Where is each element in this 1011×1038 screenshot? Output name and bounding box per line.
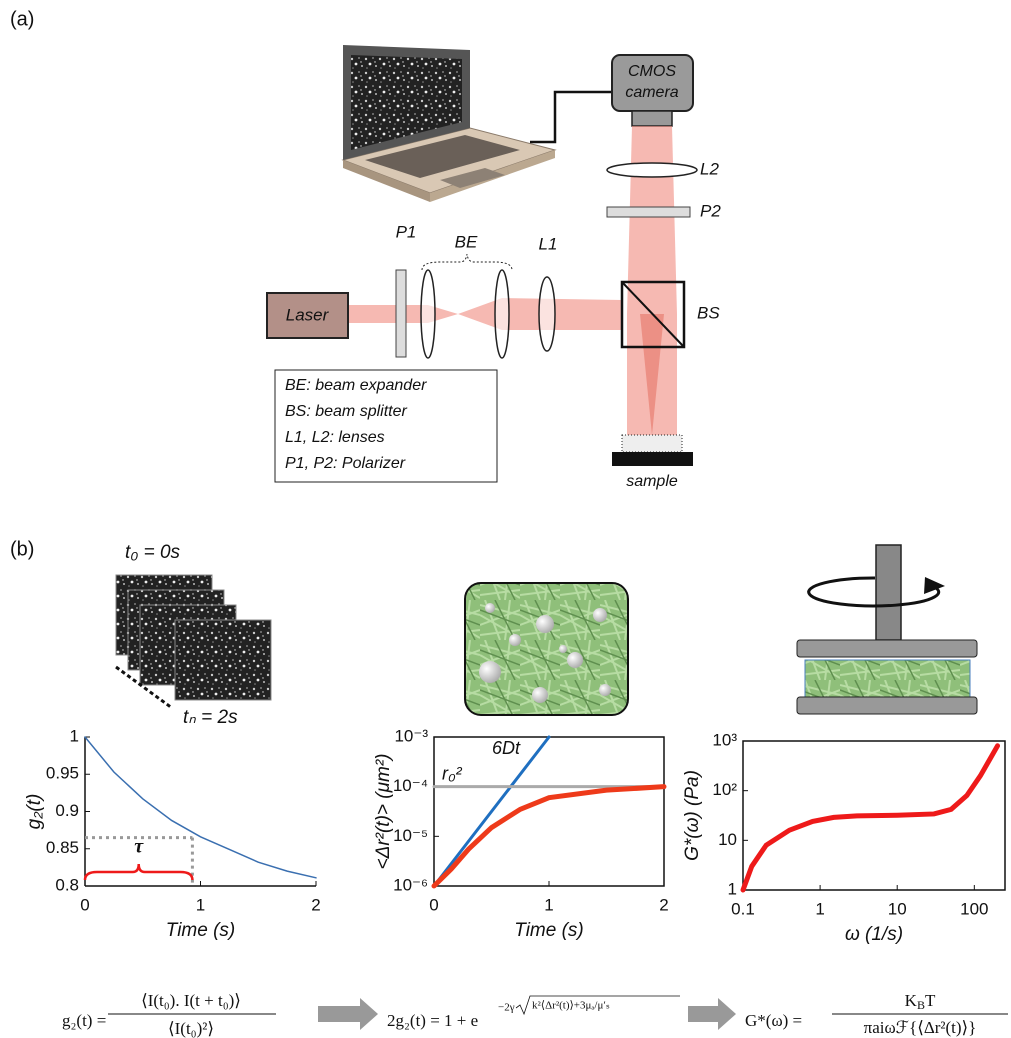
eq-part: B: [917, 998, 925, 1012]
stage: [612, 452, 693, 466]
arrow: [318, 998, 378, 1030]
lens: [421, 270, 435, 358]
x-tick-label: 1: [544, 895, 553, 914]
series-line: [434, 737, 549, 886]
x-tick-label: 1: [815, 899, 824, 918]
y-tick-label: 1: [70, 726, 79, 745]
camera-label: camera: [625, 84, 678, 101]
y-tick-label: 10⁻³: [394, 726, 428, 745]
series-label: r₀²: [442, 763, 463, 783]
equation-exponent: −2γ: [498, 1002, 515, 1014]
y-tick-label: 10²: [712, 780, 737, 799]
equation-denominator: ⟨I(t₀)²⟩: [168, 1019, 214, 1038]
equation: 2g₂(t) = 1 + e: [387, 1011, 478, 1030]
eq-part: K: [905, 991, 918, 1010]
time-label: t₀ = 0s: [125, 542, 181, 563]
legend-entry: P1, P2: Polarizer: [285, 455, 406, 472]
x-tick-label: 2: [311, 895, 320, 914]
equation-numerator: KBT: [905, 991, 936, 1012]
y-axis-label: <Δr²(t)> (μm²): [373, 753, 394, 869]
y-tick-label: 1: [728, 879, 737, 898]
frame: [175, 620, 271, 700]
rotation-arrow: [924, 577, 945, 594]
y-tick-label: 10⁻⁵: [393, 826, 428, 845]
lens: [495, 270, 509, 358]
y-tick-label: 0.9: [55, 801, 79, 820]
series-line: [743, 746, 998, 890]
panel-label: (a): [10, 8, 34, 30]
series-label: 6Dt: [492, 738, 521, 758]
x-tick-label: 0: [429, 895, 438, 914]
label: BS: [697, 303, 720, 322]
eq-part: T: [925, 991, 936, 1010]
legend-entry: L1, L2: lenses: [285, 429, 385, 446]
y-tick-label: 10: [718, 830, 737, 849]
annotation-brace: [85, 864, 192, 880]
camera-lens: [632, 111, 672, 126]
x-tick-label: 100: [960, 899, 988, 918]
equation: g₂(t) =: [62, 1011, 106, 1030]
x-axis-label: ω (1/s): [845, 924, 903, 945]
lens: [539, 277, 555, 351]
legend-entry: BE: beam expander: [285, 377, 427, 394]
series-line: [434, 787, 664, 886]
y-tick-label: 0.8: [55, 875, 79, 894]
y-tick-label: 10⁻⁴: [393, 776, 428, 795]
sample-layer: [805, 660, 970, 697]
plate: [797, 697, 977, 714]
figure: (a) CMOS camera L2 P2 BS Laser P1 BE L1 …: [0, 0, 1011, 1038]
x-axis-label: Time (s): [166, 920, 236, 941]
sample: [622, 435, 682, 452]
polarizer: [396, 270, 406, 357]
equations: g₂(t) = ⟨I(t₀). I(t + t₀)⟩ ⟨I(t₀)²⟩ 2g₂(…: [62, 991, 1008, 1038]
camera-label: CMOS: [628, 63, 676, 80]
arrow: [688, 998, 736, 1030]
shaft: [876, 545, 901, 640]
beam: [627, 126, 677, 314]
equation-numerator: ⟨I(t₀). I(t + t₀)⟩: [141, 991, 241, 1010]
x-tick-label: 0.1: [731, 899, 755, 918]
y-axis-label: G*(ω) (Pa): [682, 770, 703, 861]
plot-frame: [434, 737, 664, 886]
y-tick-label: 10⁻⁶: [393, 875, 428, 894]
sample-label: sample: [626, 473, 678, 490]
y-tick-label: 0.95: [46, 764, 79, 783]
cable: [530, 92, 612, 142]
rotation-arrow: [809, 578, 939, 606]
series-line: [85, 737, 316, 878]
laser-label: Laser: [286, 305, 330, 324]
polarizer: [607, 207, 690, 217]
label: L2: [700, 159, 719, 178]
label: L1: [539, 234, 558, 253]
annotation-label: τ: [134, 836, 144, 858]
equation: G*(ω) =: [745, 1011, 802, 1030]
time-label: tₙ = 2s: [183, 707, 238, 728]
x-tick-label: 0: [80, 895, 89, 914]
label: P1: [396, 222, 417, 241]
x-tick-label: 1: [196, 895, 205, 914]
plate: [797, 640, 977, 657]
panel-label: (b): [10, 538, 34, 560]
lens: [607, 163, 697, 177]
x-axis-label: Time (s): [514, 920, 584, 941]
label: P2: [700, 201, 721, 220]
equation-radicand: k²⟨Δr²(t)⟩+3μₐ/μ′ₛ: [532, 1000, 610, 1012]
x-tick-label: 2: [659, 895, 668, 914]
legend-entry: BS: beam splitter: [285, 403, 408, 420]
y-axis-label: g₂(t): [24, 794, 45, 830]
label: BE: [455, 232, 478, 251]
brace: [422, 254, 512, 270]
x-tick-label: 10: [888, 899, 907, 918]
y-tick-label: 0.85: [46, 838, 79, 857]
equation-denominator: πaiωℱ{⟨Δr²(t)⟩}: [864, 1018, 977, 1037]
y-tick-label: 10³: [712, 730, 737, 749]
